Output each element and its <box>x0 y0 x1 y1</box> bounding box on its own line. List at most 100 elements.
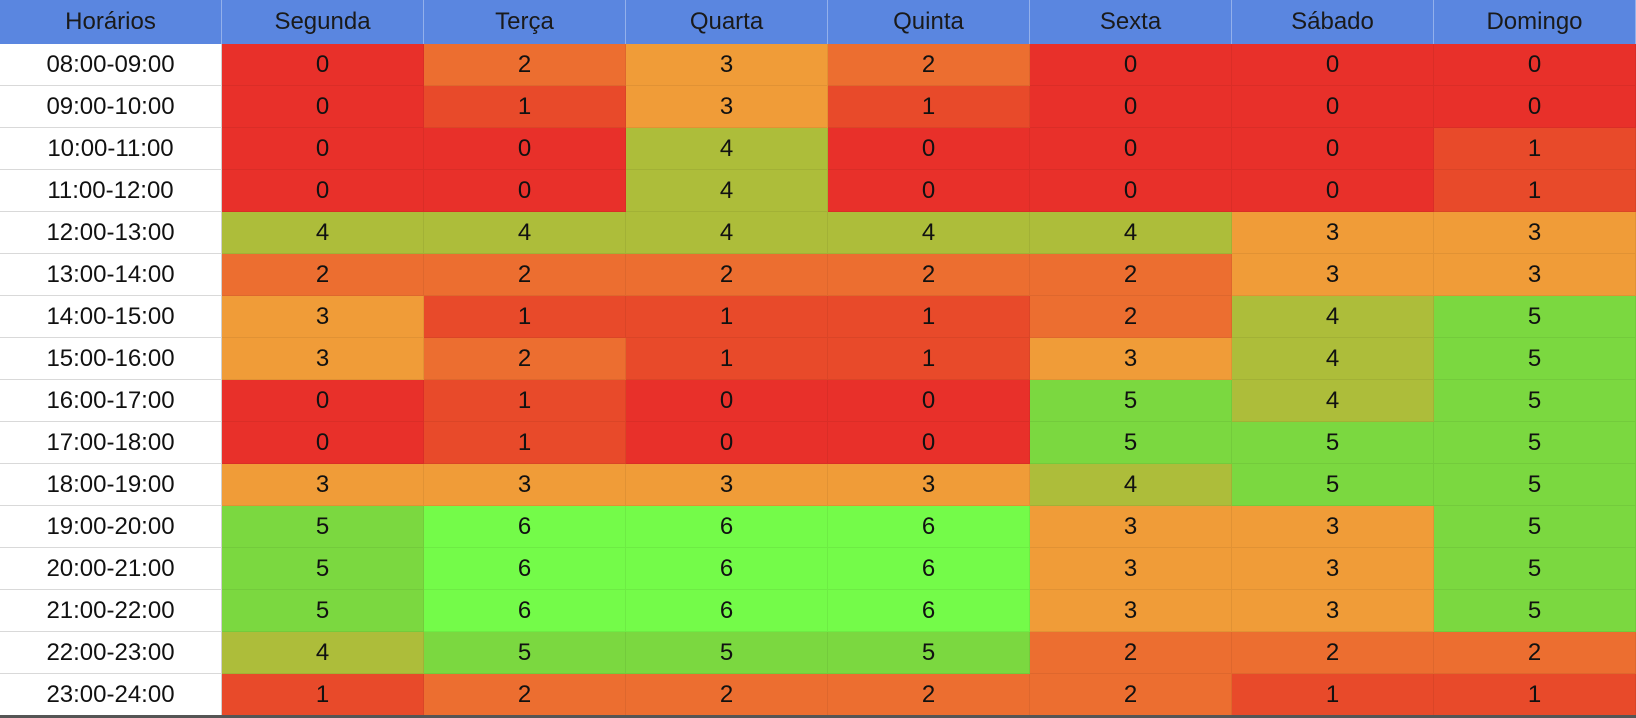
heatmap-cell: 3 <box>222 296 424 338</box>
heatmap-cell: 4 <box>1232 296 1434 338</box>
heatmap-cell: 2 <box>1030 296 1232 338</box>
heatmap-cell: 6 <box>424 506 626 548</box>
heatmap-cell: 3 <box>1232 548 1434 590</box>
heatmap-cell: 0 <box>222 380 424 422</box>
heatmap-cell: 5 <box>1434 548 1636 590</box>
heatmap-cell: 2 <box>626 674 828 716</box>
heatmap-cell: 2 <box>828 44 1030 86</box>
heatmap-cell: 3 <box>1434 212 1636 254</box>
heatmap-cell: 5 <box>222 548 424 590</box>
heatmap-cell: 4 <box>1232 380 1434 422</box>
heatmap-cell: 2 <box>828 254 1030 296</box>
heatmap-cell: 6 <box>626 590 828 632</box>
row-label: 11:00-12:00 <box>0 170 222 212</box>
heatmap-cell: 5 <box>1434 590 1636 632</box>
heatmap-cell: 1 <box>1232 674 1434 716</box>
heatmap-cell: 2 <box>424 338 626 380</box>
heatmap-cell: 4 <box>424 212 626 254</box>
row-label: 15:00-16:00 <box>0 338 222 380</box>
row-label: 22:00-23:00 <box>0 632 222 674</box>
row-label: 21:00-22:00 <box>0 590 222 632</box>
row-label: 19:00-20:00 <box>0 506 222 548</box>
heatmap-cell: 5 <box>1434 506 1636 548</box>
heatmap-cell: 1 <box>828 86 1030 128</box>
heatmap-cell: 0 <box>828 170 1030 212</box>
heatmap-cell: 0 <box>1434 86 1636 128</box>
heatmap-cell: 4 <box>626 170 828 212</box>
heatmap-cell: 3 <box>626 86 828 128</box>
heatmap-cell: 2 <box>1030 254 1232 296</box>
heatmap-cell: 5 <box>1030 422 1232 464</box>
heatmap-cell: 2 <box>424 674 626 716</box>
heatmap-cell: 3 <box>1232 212 1434 254</box>
heatmap-cell: 2 <box>1030 674 1232 716</box>
heatmap-cell: 0 <box>828 128 1030 170</box>
heatmap-cell: 0 <box>222 44 424 86</box>
heatmap-cell: 3 <box>828 464 1030 506</box>
heatmap-cell: 0 <box>626 422 828 464</box>
heatmap-cell: 1 <box>424 296 626 338</box>
heatmap-cell: 3 <box>222 464 424 506</box>
heatmap-cell: 0 <box>1434 44 1636 86</box>
heatmap-cell: 4 <box>626 128 828 170</box>
heatmap-cell: 3 <box>626 464 828 506</box>
heatmap-cell: 1 <box>222 674 424 716</box>
row-label: 10:00-11:00 <box>0 128 222 170</box>
column-header: Quarta <box>626 0 828 44</box>
heatmap-cell: 0 <box>1030 44 1232 86</box>
heatmap-cell: 1 <box>1434 170 1636 212</box>
heatmap-cell: 5 <box>626 632 828 674</box>
heatmap-cell: 6 <box>828 506 1030 548</box>
heatmap-cell: 1 <box>828 338 1030 380</box>
column-header: Domingo <box>1434 0 1636 44</box>
heatmap-cell: 5 <box>222 590 424 632</box>
heatmap-cell: 1 <box>626 296 828 338</box>
heatmap-cell: 0 <box>1030 170 1232 212</box>
column-header: Quinta <box>828 0 1030 44</box>
heatmap-cell: 0 <box>424 170 626 212</box>
column-header: Segunda <box>222 0 424 44</box>
heatmap-cell: 1 <box>424 380 626 422</box>
heatmap-cell: 5 <box>828 632 1030 674</box>
heatmap-cell: 5 <box>222 506 424 548</box>
heatmap-cell: 0 <box>424 128 626 170</box>
column-header: Sexta <box>1030 0 1232 44</box>
heatmap-cell: 0 <box>1232 86 1434 128</box>
heatmap-cell: 3 <box>1232 254 1434 296</box>
heatmap-cell: 2 <box>1434 632 1636 674</box>
heatmap-cell: 2 <box>626 254 828 296</box>
heatmap-cell: 5 <box>1030 380 1232 422</box>
heatmap-cell: 3 <box>1434 254 1636 296</box>
heatmap-cell: 2 <box>1232 632 1434 674</box>
heatmap-cell: 4 <box>1030 464 1232 506</box>
row-label: 17:00-18:00 <box>0 422 222 464</box>
heatmap-cell: 5 <box>1434 380 1636 422</box>
heatmap-cell: 4 <box>222 632 424 674</box>
heatmap-cell: 0 <box>1030 128 1232 170</box>
heatmap-cell: 1 <box>424 86 626 128</box>
heatmap-cell: 0 <box>1030 86 1232 128</box>
heatmap-cell: 3 <box>1030 506 1232 548</box>
heatmap-cell: 4 <box>1232 338 1434 380</box>
heatmap-cell: 2 <box>828 674 1030 716</box>
row-label: 20:00-21:00 <box>0 548 222 590</box>
row-label: 12:00-13:00 <box>0 212 222 254</box>
heatmap-cell: 3 <box>1030 590 1232 632</box>
heatmap-cell: 5 <box>1434 422 1636 464</box>
heatmap-cell: 5 <box>1434 464 1636 506</box>
heatmap-cell: 6 <box>626 506 828 548</box>
heatmap-cell: 0 <box>1232 44 1434 86</box>
heatmap-cell: 5 <box>424 632 626 674</box>
column-header: Terça <box>424 0 626 44</box>
row-label: 16:00-17:00 <box>0 380 222 422</box>
header-cell-horarios: Horários <box>0 0 222 44</box>
heatmap-cell: 0 <box>1232 128 1434 170</box>
heatmap-cell: 6 <box>424 548 626 590</box>
heatmap-cell: 0 <box>828 422 1030 464</box>
heatmap-cell: 2 <box>222 254 424 296</box>
heatmap-cell: 3 <box>1232 590 1434 632</box>
heatmap-cell: 5 <box>1232 464 1434 506</box>
heatmap-cell: 0 <box>222 86 424 128</box>
heatmap-cell: 0 <box>222 170 424 212</box>
